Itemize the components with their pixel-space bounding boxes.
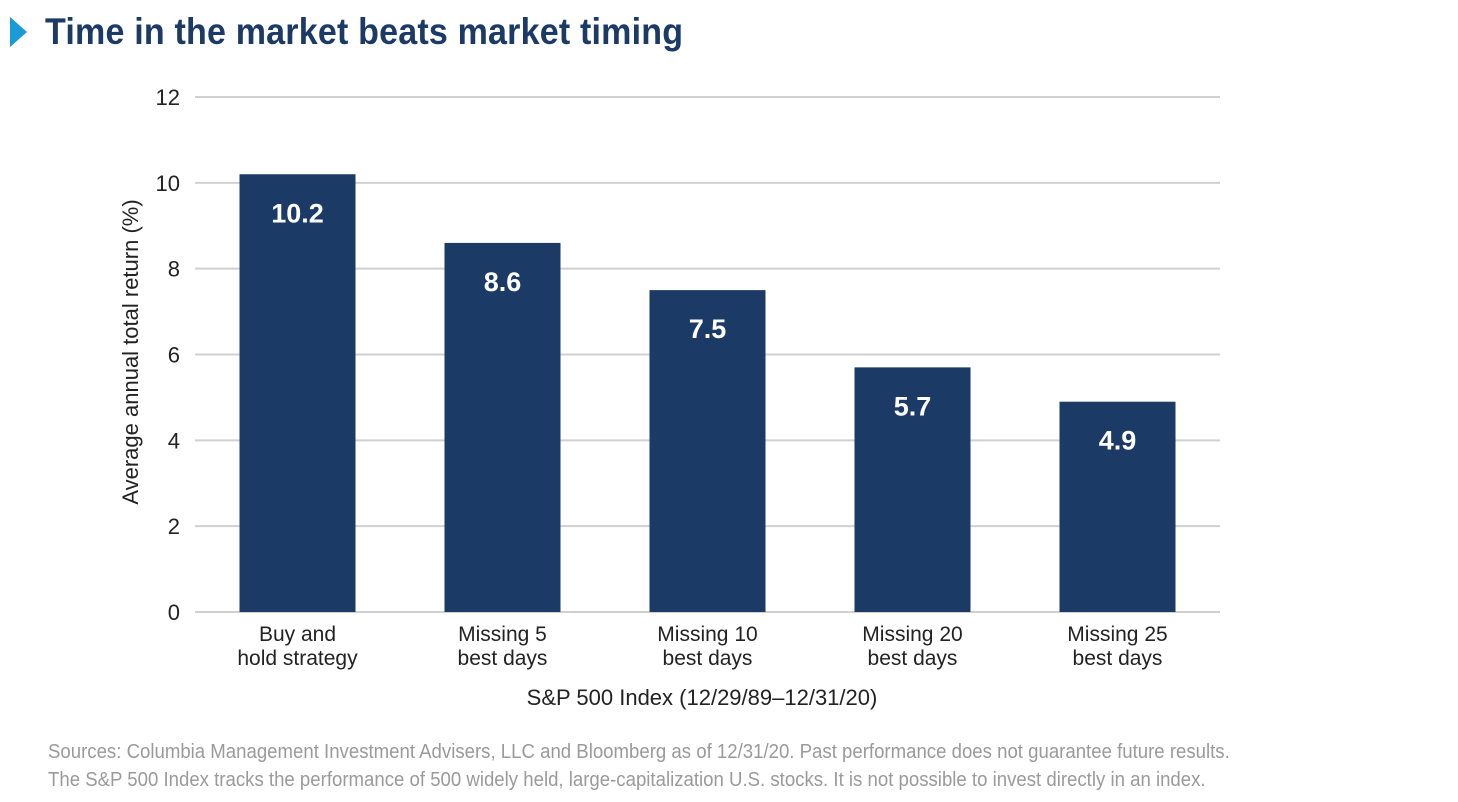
- bars: [239, 174, 1176, 612]
- title-marker-icon: [10, 17, 27, 47]
- x-tick-label-line: Buy and: [259, 623, 336, 646]
- x-tick-label-line: best days: [1073, 647, 1163, 670]
- x-tick-label: Buy and hold strategy: [237, 623, 358, 670]
- x-tick-label-line: Missing 25: [1067, 623, 1167, 646]
- data-label: 8.6: [484, 267, 522, 297]
- y-tick-label: 8: [168, 257, 180, 282]
- x-tick-label: Missing 20 best days: [862, 623, 962, 670]
- y-tick-label: 10: [156, 171, 180, 196]
- x-tick-label-line: best days: [868, 647, 958, 670]
- bar: [649, 290, 766, 612]
- x-tick-label-line: Missing 10: [657, 623, 757, 646]
- x-tick-label: Missing 25 best days: [1067, 623, 1167, 670]
- data-label: 10.2: [271, 198, 324, 228]
- x-axis-title: S&P 500 Index (12/29/89–12/31/20): [527, 685, 878, 710]
- bar: [239, 174, 356, 612]
- y-tick-label: 6: [168, 343, 180, 368]
- y-tick-label: 12: [156, 85, 180, 110]
- source-note-line: Sources: Columbia Management Investment …: [48, 741, 1230, 763]
- data-label: 4.9: [1099, 426, 1137, 456]
- x-tick-label: Missing 5 best days: [458, 623, 548, 670]
- x-tick-label-line: Missing 20: [862, 623, 962, 646]
- data-labels: 10.2 8.6 7.5 5.7 4.9: [271, 198, 1136, 455]
- x-tick-label-line: Missing 5: [458, 623, 547, 646]
- title-row: Time in the market beats market timing: [10, 6, 739, 58]
- y-tick-label: 4: [168, 428, 180, 453]
- bar: [854, 367, 971, 612]
- x-tick-label-line: hold strategy: [237, 647, 358, 670]
- y-tick-label: 0: [168, 600, 180, 625]
- y-tick-label: 2: [168, 514, 180, 539]
- data-label: 7.5: [689, 314, 727, 344]
- source-note-line: The S&P 500 Index tracks the performance…: [48, 769, 1206, 791]
- x-tick-label: Missing 10 best days: [657, 623, 757, 670]
- bar: [1059, 401, 1176, 612]
- bar: [444, 242, 561, 612]
- page-title: Time in the market beats market timing: [45, 11, 684, 52]
- y-axis-title: Average annual total return (%): [118, 199, 143, 504]
- x-tick-label-line: best days: [663, 647, 753, 670]
- data-label: 5.7: [894, 391, 932, 421]
- source-note: Sources: Columbia Management Investment …: [48, 738, 1350, 794]
- x-tick-label-line: best days: [458, 647, 548, 670]
- y-axis-ticks: 0 2 4 6 8 10 12: [156, 85, 180, 625]
